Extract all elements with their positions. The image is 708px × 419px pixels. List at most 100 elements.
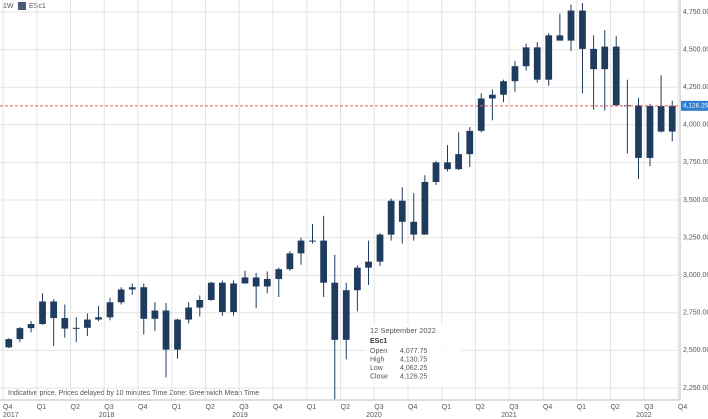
candle-body <box>5 339 13 348</box>
x-tick-label: Q4 <box>678 404 687 411</box>
candle-body <box>387 200 395 235</box>
candle-body <box>151 310 159 319</box>
x-year-label: 2018 <box>99 412 115 419</box>
tooltip-label: Open <box>370 348 387 355</box>
x-tick-label: Q2 <box>610 404 619 411</box>
x-year-label: 2021 <box>501 412 517 419</box>
candle-body <box>174 319 181 350</box>
candle-body <box>162 310 170 350</box>
y-tick-label: 4,500.00 <box>683 46 708 53</box>
x-tick-label: Q3 <box>374 404 383 411</box>
candle-body <box>376 234 384 262</box>
candle-body <box>16 328 24 340</box>
tooltip-value: 4,062.25 <box>400 365 427 372</box>
y-tick-label: 2,250.00 <box>683 385 708 392</box>
candle-body <box>72 327 80 329</box>
x-tick-label: Q2 <box>71 404 80 411</box>
x-tick-label: Q1 <box>172 404 181 411</box>
candle-body <box>128 287 136 290</box>
candle-body <box>263 278 271 287</box>
y-tick-label: 3,500.00 <box>683 197 708 204</box>
candle-body <box>500 81 507 95</box>
candle-body <box>241 277 249 284</box>
y-tick-label: 3,250.00 <box>683 234 708 241</box>
candle-body <box>354 267 361 291</box>
y-tick-label: 3,750.00 <box>683 159 708 166</box>
candle-body <box>432 162 440 182</box>
y-tick-label: 4,750.00 <box>683 9 708 16</box>
candle-body <box>320 240 328 283</box>
x-tick-label: Q3 <box>509 404 518 411</box>
candle-body <box>84 319 91 328</box>
candle-body <box>601 46 609 70</box>
tooltip-value: 4,130.75 <box>400 356 427 363</box>
y-tick-label: 3,000.00 <box>683 272 708 279</box>
candle-body <box>522 47 530 67</box>
x-tick-label: Q1 <box>577 404 586 411</box>
candle-body <box>365 261 372 268</box>
last-price-label: 4,126.25 <box>683 103 708 110</box>
x-tick-label: Q4 <box>543 404 552 411</box>
candle-body <box>331 282 339 340</box>
candle-body <box>668 105 676 132</box>
candle-body <box>410 221 418 235</box>
candle-body <box>488 94 496 99</box>
tooltip-label: Close <box>370 373 388 380</box>
candle-body <box>140 287 148 319</box>
candle-body <box>590 48 597 70</box>
candle-body <box>297 240 305 254</box>
y-tick-label: 2,500.00 <box>683 347 708 354</box>
candle-body <box>275 269 283 279</box>
candle-body <box>106 302 114 318</box>
x-tick-label: Q4 <box>3 404 12 411</box>
candle-body <box>466 130 474 155</box>
candle-body <box>185 307 193 320</box>
x-tick-label: Q4 <box>408 404 417 411</box>
y-tick-label: 4,250.00 <box>683 84 708 91</box>
candle-body <box>612 46 620 106</box>
candle-body <box>421 181 429 235</box>
candle-body <box>567 10 575 41</box>
x-tick-label: Q3 <box>644 404 653 411</box>
candle-body <box>533 47 541 80</box>
tooltip-box <box>366 324 462 386</box>
candle-body <box>219 282 226 313</box>
tooltip-value: 4,126.25 <box>400 373 427 380</box>
x-tick-label: Q1 <box>307 404 316 411</box>
x-tick-label: Q4 <box>138 404 147 411</box>
candle-body <box>61 318 69 329</box>
tooltip-label: Low <box>370 365 384 372</box>
x-tick-label: Q3 <box>239 404 248 411</box>
candle-body <box>646 106 654 158</box>
candle-body <box>27 324 35 329</box>
x-tick-label: Q1 <box>442 404 451 411</box>
candle-body <box>579 10 586 49</box>
x-tick-label: Q2 <box>206 404 215 411</box>
note: Indicative price. Prices delayed by 10 m… <box>8 390 151 397</box>
candle-body <box>511 66 519 82</box>
x-tick-label: Q2 <box>341 404 350 411</box>
candle-body <box>444 162 451 170</box>
x-tick-label: Q2 <box>475 404 484 411</box>
candle-body <box>342 290 350 340</box>
x-year-label: 2022 <box>636 412 652 419</box>
candle-body <box>657 106 665 132</box>
candle-body <box>309 240 316 242</box>
interval: 1W <box>3 3 14 10</box>
candle-body <box>477 98 485 131</box>
candle-body <box>196 300 204 308</box>
candle-body <box>545 35 553 80</box>
tooltip-label: High <box>370 356 385 363</box>
candle-body <box>556 35 564 41</box>
candle-body <box>398 200 406 222</box>
tooltip-symbol: ESc1 <box>370 338 387 345</box>
candle-body <box>230 283 237 313</box>
symbol: ESc1 <box>29 3 46 10</box>
y-tick-label: 4,000.00 <box>683 122 708 129</box>
candle-body <box>117 289 125 303</box>
candle-body <box>207 282 215 300</box>
x-tick-label: Q3 <box>104 404 113 411</box>
candle-body <box>635 105 642 158</box>
